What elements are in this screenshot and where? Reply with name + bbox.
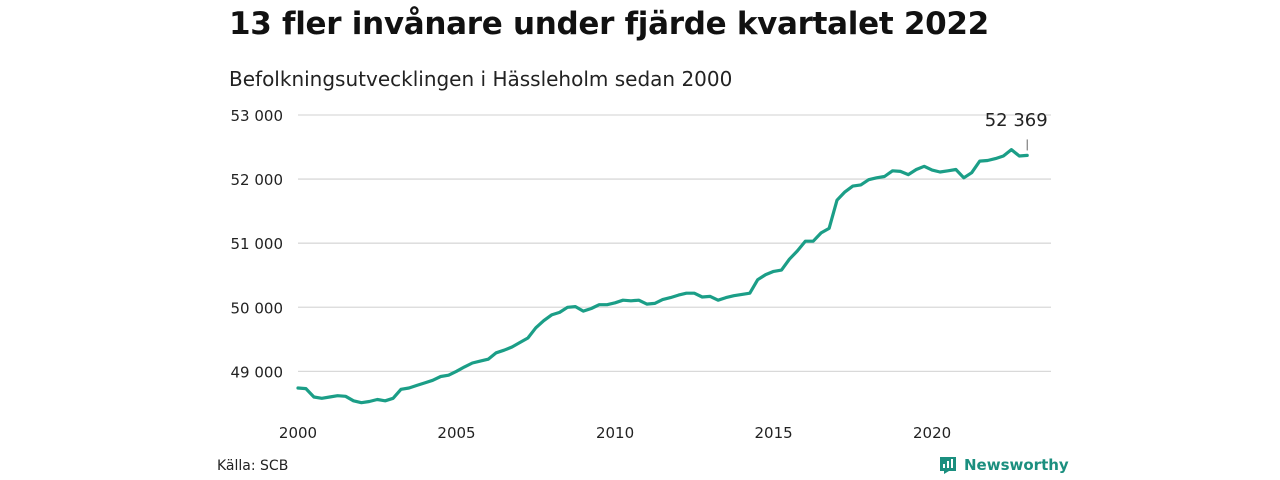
brand-logo[interactable]: Newsworthy <box>938 455 1069 475</box>
x-tick-label: 2020 <box>913 424 951 442</box>
y-tick-label: 49 000 <box>231 363 284 381</box>
x-tick-label: 2005 <box>437 424 475 442</box>
brand-name: Newsworthy <box>964 456 1069 474</box>
last-value-label: 52 369 <box>985 110 1048 131</box>
y-tick-label: 51 000 <box>231 235 284 253</box>
y-tick-label: 53 000 <box>231 107 284 125</box>
gridlines <box>298 114 1051 372</box>
chart-title: 13 fler invånare under fjärde kvartalet … <box>229 6 989 42</box>
x-tick-label: 2015 <box>754 424 792 442</box>
x-tick-label: 2010 <box>596 424 634 442</box>
chart-subtitle: Befolkningsutvecklingen i Hässleholm sed… <box>229 67 733 91</box>
y-tick-label: 52 000 <box>231 171 284 189</box>
source-note: Källa: SCB <box>217 458 289 474</box>
y-axis-labels: 49 000 50 000 51 000 52 000 53 000 <box>231 107 284 381</box>
newsworthy-chart-icon <box>940 457 956 474</box>
x-tick-label: 2000 <box>279 424 317 442</box>
series-layer <box>296 148 1029 405</box>
annotations: 52 369 <box>985 110 1048 151</box>
y-tick-label: 50 000 <box>231 299 284 317</box>
x-axis-labels: 2000 2005 2010 2015 2020 <box>279 424 951 442</box>
series-line <box>296 148 1029 405</box>
